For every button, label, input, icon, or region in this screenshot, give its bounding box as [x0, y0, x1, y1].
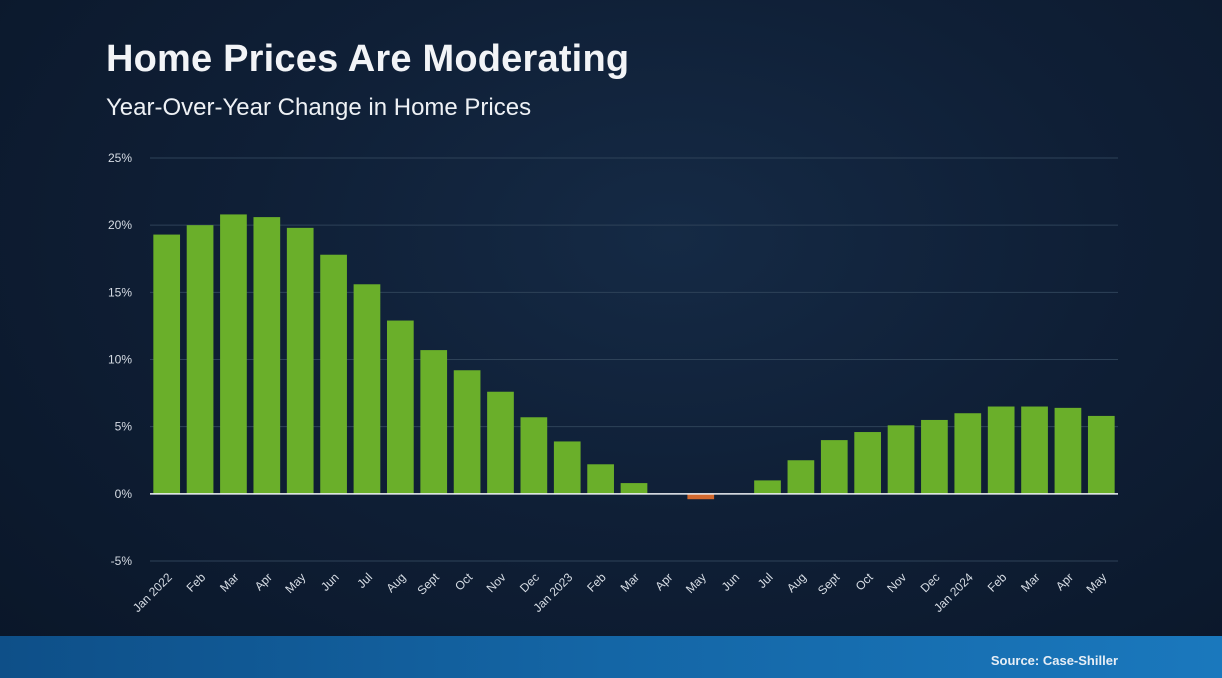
y-tick-label: 10%	[108, 353, 132, 367]
bar	[320, 254, 347, 494]
bar	[1054, 407, 1082, 494]
bar	[587, 464, 614, 494]
x-axis-tick-labels: Jan 2022 Feb Mar Apr May Jun Jul Aug Sept Oct Nov D…	[130, 570, 1109, 615]
x-tick-label: Mar	[618, 570, 643, 595]
x-tick-label: Dec	[918, 570, 943, 595]
bar	[921, 419, 948, 494]
bar	[286, 227, 314, 494]
bar	[186, 225, 214, 494]
chart-subtitle: Year-Over-Year Change in Home Prices	[106, 94, 532, 121]
bar-chart: 25% 20% 15% 10% 5% 0% -5% Jan 2022 Feb Mar Apr May…	[108, 151, 1118, 615]
y-tick-label: 15%	[108, 285, 132, 299]
y-tick-label: 5%	[115, 420, 133, 434]
x-tick-label: Oct	[853, 570, 877, 594]
x-tick-label: Sept	[815, 570, 843, 598]
y-tick-label: 20%	[108, 218, 132, 232]
bar	[1087, 415, 1115, 494]
x-tick-label: Apr	[1053, 570, 1076, 593]
x-tick-label: Dec	[517, 570, 542, 595]
bar	[420, 350, 448, 494]
source-note: Source: Case-Shiller	[990, 653, 1118, 668]
footer-band	[0, 636, 1222, 678]
x-tick-label: Jun	[719, 570, 743, 594]
bar	[1021, 406, 1048, 494]
x-tick-label: Mar	[1018, 570, 1043, 595]
x-tick-label: Jul	[755, 570, 776, 591]
y-tick-label: 0%	[115, 487, 133, 501]
bar	[553, 441, 581, 494]
x-tick-label: Jul	[354, 570, 375, 591]
bar	[487, 391, 514, 494]
bar	[520, 417, 548, 494]
x-tick-label: Feb	[184, 570, 209, 595]
x-tick-label: Aug	[383, 570, 408, 595]
x-tick-label: Feb	[584, 570, 609, 595]
x-tick-label: Jun	[318, 570, 342, 594]
bar	[987, 406, 1015, 494]
bars	[153, 214, 1115, 500]
bar	[153, 234, 181, 494]
bar	[887, 425, 915, 494]
bar	[453, 370, 481, 494]
x-tick-label: Oct	[452, 570, 476, 594]
bar	[754, 480, 781, 494]
x-tick-label: May	[683, 570, 709, 596]
bar	[386, 320, 414, 494]
bar	[820, 440, 848, 494]
x-tick-label: Sept	[414, 570, 442, 598]
bar	[687, 493, 715, 500]
bar	[954, 413, 982, 494]
y-tick-label: -5%	[111, 554, 133, 568]
y-tick-label: 25%	[108, 151, 132, 165]
x-tick-label: Nov	[884, 570, 909, 595]
page-title: Home Prices Are Moderating	[106, 38, 630, 80]
bar	[620, 483, 648, 494]
bar	[220, 214, 247, 494]
x-tick-label: May	[1084, 570, 1110, 596]
bar	[253, 217, 281, 494]
bar	[854, 432, 882, 494]
x-tick-label: Aug	[784, 570, 809, 595]
x-tick-label: Apr	[252, 570, 275, 593]
bar	[353, 284, 381, 494]
x-tick-label: Nov	[484, 570, 509, 595]
x-tick-label: Apr	[652, 570, 675, 593]
bar	[787, 460, 815, 494]
x-tick-label: Feb	[985, 570, 1010, 595]
y-axis-tick-labels: 25% 20% 15% 10% 5% 0% -5%	[108, 151, 132, 568]
x-tick-label: May	[282, 570, 308, 596]
x-tick-label: Mar	[217, 570, 242, 595]
x-tick-label: Jan 2022	[130, 570, 175, 615]
